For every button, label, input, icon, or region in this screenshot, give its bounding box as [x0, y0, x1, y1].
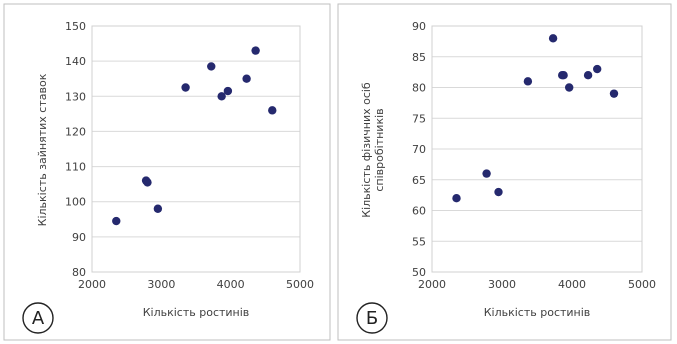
y-tick-label: 120 — [65, 125, 86, 138]
y-tick-label: 90 — [412, 20, 426, 33]
data-point — [242, 74, 251, 83]
plot-area — [91, 25, 301, 273]
panel-label-circle — [356, 302, 388, 334]
y-tick-label: 65 — [412, 174, 426, 187]
x-tick-label: 5000 — [286, 278, 314, 291]
x-tick-label: 2000 — [418, 278, 446, 291]
y-tick-label: 55 — [412, 235, 426, 248]
x-tick-label: 4000 — [217, 278, 245, 291]
chart-frame — [3, 3, 331, 341]
y-tick-label: 150 — [65, 20, 86, 33]
data-point — [583, 71, 593, 80]
x-tick-label: 3000 — [488, 278, 516, 291]
data-point — [217, 92, 226, 101]
panel-label: Б — [366, 308, 378, 329]
y-tick-label: 80 — [72, 266, 86, 279]
plot-area — [431, 25, 643, 273]
y-tick-label: 50 — [412, 266, 426, 279]
data-point — [523, 77, 533, 86]
chart-panel-1: 80 90 100 110 120 130 140 150 2000 3000 4000 5000 Кі… — [3, 3, 331, 341]
y-tick-label: 140 — [65, 55, 86, 68]
data-point — [207, 62, 216, 71]
y-tick-label: 130 — [65, 90, 86, 103]
data-point — [223, 86, 233, 96]
data-point — [559, 71, 568, 80]
x-tick-label: 4000 — [558, 278, 586, 291]
x-tick-label: 2000 — [78, 278, 106, 291]
x-tick-label: 5000 — [628, 278, 656, 291]
x-tick-label: 3000 — [147, 278, 175, 291]
data-point — [153, 204, 163, 213]
y-axis-title: Кількість фізичних осібспівробітників — [360, 82, 386, 218]
chart-frame — [337, 3, 672, 341]
x-axis-title: Кількість ростинів — [143, 306, 250, 319]
panel-label-circle — [22, 302, 54, 334]
y-tick-label: 85 — [412, 51, 426, 64]
data-point — [482, 169, 491, 178]
y-axis-title-line: Кількість фізичних осіб — [360, 82, 373, 218]
panel-label: А — [32, 308, 45, 329]
data-point — [268, 106, 277, 115]
y-tick-label: 75 — [412, 112, 426, 125]
data-point — [565, 83, 574, 92]
data-point — [593, 64, 602, 74]
y-tick-label: 90 — [72, 231, 86, 244]
y-tick-label: 80 — [412, 82, 426, 95]
y-axis-title: Кількість зайнятих ставок — [36, 73, 49, 226]
chart-panel-2: 50 55 60 65 70 75 80 85 90 2000 3000 4000 5000 Кількі… — [337, 3, 672, 341]
y-tick-label: 60 — [412, 205, 426, 218]
data-point — [494, 187, 503, 197]
data-point — [251, 46, 260, 55]
data-point — [181, 83, 190, 92]
data-point — [452, 194, 461, 203]
x-axis-title: Кількість ростинів — [484, 306, 591, 319]
data-point — [609, 89, 619, 98]
y-tick-label: 70 — [412, 143, 426, 156]
data-point — [112, 216, 121, 226]
data-point — [548, 34, 558, 43]
y-tick-label: 100 — [65, 196, 86, 209]
data-point — [143, 178, 152, 187]
y-tick-label: 110 — [65, 161, 86, 174]
y-axis-title-line: співробітників — [373, 108, 386, 191]
